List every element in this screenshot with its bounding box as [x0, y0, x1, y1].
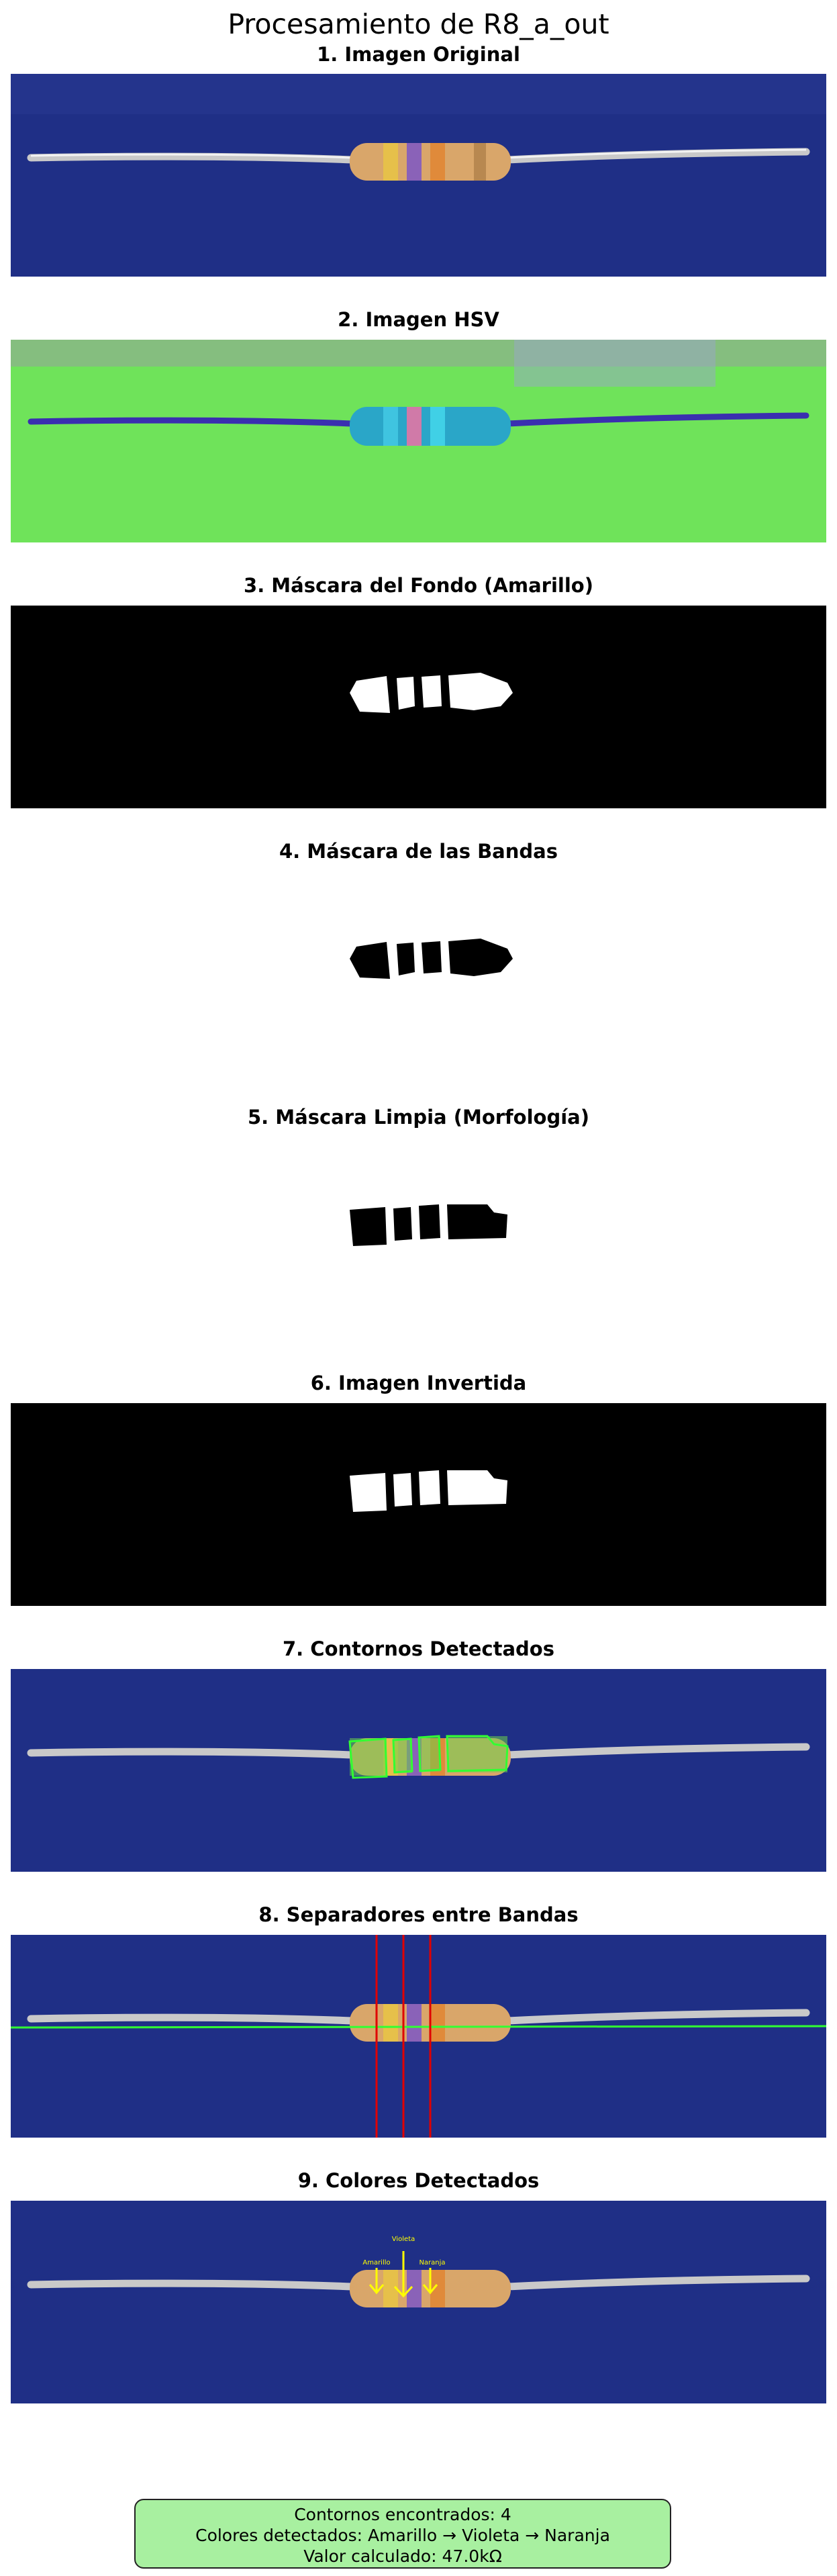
step-6-title: 6. Imagen Invertida — [310, 1372, 527, 1394]
step-1-title: 1. Imagen Original — [317, 43, 520, 66]
step-8-title: 8. Separadores entre Bandas — [258, 1903, 579, 1926]
bands-mask-image — [11, 871, 826, 1074]
contours-image — [11, 1669, 826, 1872]
center-line — [11, 2025, 826, 2029]
step-2-title: 2. Imagen HSV — [338, 308, 499, 331]
hsv-resistor-image — [11, 340, 826, 542]
band-1-label: Amarillo — [362, 2259, 390, 2267]
contours-panel — [11, 1669, 826, 1872]
colors-panel: Amarillo Violeta Naranja — [11, 2201, 826, 2403]
step-5-title: 5. Máscara Limpia (Morfología) — [248, 1106, 589, 1129]
clean-mask-panel — [11, 1137, 826, 1340]
colors-image: Amarillo Violeta Naranja — [11, 2201, 826, 2403]
original-image-panel — [11, 74, 826, 277]
band-3-label: Naranja — [419, 2259, 445, 2267]
detected-colors-text: Colores detectados: Amarillo → Violeta →… — [195, 2526, 610, 2545]
step-4-title: 4. Máscara de las Bandas — [279, 840, 558, 863]
background-mask-panel — [11, 606, 826, 808]
original-resistor-image — [11, 74, 826, 277]
step-3-title: 3. Máscara del Fondo (Amarillo) — [244, 574, 593, 597]
figure-title: Procesamiento de R8_a_out — [228, 8, 609, 40]
inverted-image-panel — [11, 1403, 826, 1606]
calculated-value-text: Valor calculado: 47.0kΩ — [303, 2546, 502, 2566]
background-mask-image — [11, 606, 826, 808]
step-9-title: 9. Colores Detectados — [297, 2169, 540, 2192]
contour-count-text: Contornos encontrados: 4 — [294, 2505, 511, 2524]
bands-mask-panel — [11, 871, 826, 1074]
inverted-image — [11, 1403, 826, 1606]
band-2-label: Violeta — [392, 2236, 415, 2243]
separators-panel — [11, 1935, 826, 2138]
summary-box: Contornos encontrados: 4 Colores detecta… — [134, 2499, 671, 2569]
clean-mask-image — [11, 1137, 826, 1340]
separators-image — [11, 1935, 826, 2138]
hsv-image-panel — [11, 340, 826, 542]
step-7-title: 7. Contornos Detectados — [283, 1637, 554, 1660]
